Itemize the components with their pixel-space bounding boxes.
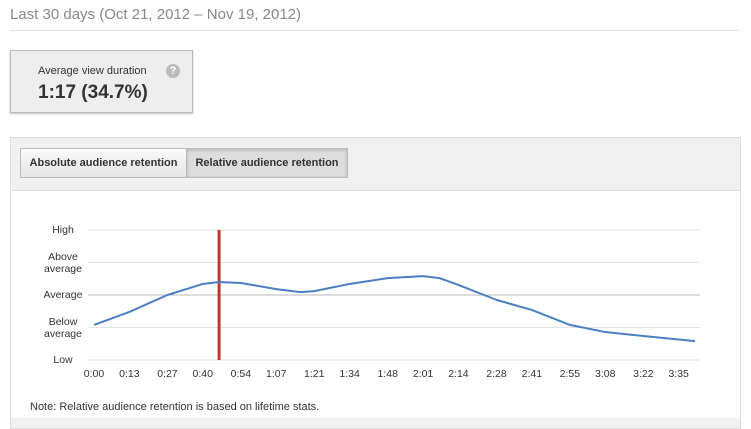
y-tick-label: Above average xyxy=(44,250,82,275)
x-tick-label: 0:13 xyxy=(119,368,140,380)
x-tick-label: 1:21 xyxy=(304,368,325,380)
x-tick-label: 3:22 xyxy=(633,368,654,380)
x-tick-label: 2:14 xyxy=(448,368,469,380)
retention-line xyxy=(93,275,696,343)
y-tick-label: Average xyxy=(43,289,83,301)
y-tick-label: Below average xyxy=(44,315,82,340)
page: Last 30 days (Oct 21, 2012 – Nov 19, 201… xyxy=(10,6,741,429)
metric-card: Average view duration ? 1:17 (34.7%) xyxy=(10,50,193,113)
x-tick-label: 0:40 xyxy=(193,368,214,380)
x-tick-label: 0:54 xyxy=(231,368,252,380)
x-tick-label: 1:34 xyxy=(339,368,360,380)
x-tick-label: 2:01 xyxy=(413,368,434,380)
metric-value: 1:17 (34.7%) xyxy=(38,82,148,103)
x-tick-label: 3:08 xyxy=(595,368,616,380)
y-tick-label: Low xyxy=(53,354,73,366)
metric-label: Average view duration xyxy=(38,65,147,77)
x-tick-label: 3:35 xyxy=(668,368,689,380)
note: Note: Relative audience retention is bas… xyxy=(30,401,320,413)
x-tick-label: 0:27 xyxy=(157,368,178,380)
x-tick-label: 2:55 xyxy=(560,368,581,380)
x-tick-label: 0:00 xyxy=(84,368,105,380)
header-title: Last 30 days (Oct 21, 2012 – Nov 19, 201… xyxy=(10,6,302,23)
divider xyxy=(10,30,740,31)
help-icon[interactable]: ? xyxy=(166,64,180,78)
x-tick-label: 1:48 xyxy=(377,368,398,380)
x-tick-label: 2:28 xyxy=(486,368,507,380)
chart-area xyxy=(11,190,740,418)
y-tick-label: High xyxy=(52,224,74,236)
x-tick-label: 2:41 xyxy=(522,368,543,380)
x-tick-label: 1:07 xyxy=(266,368,287,380)
tab[interactable]: Relative audience retention xyxy=(186,148,348,178)
chart: 0:00 0:13 0:27 0:40 0:54 1:07 1:21 1:34 1:48 2:01… xyxy=(84,229,700,380)
